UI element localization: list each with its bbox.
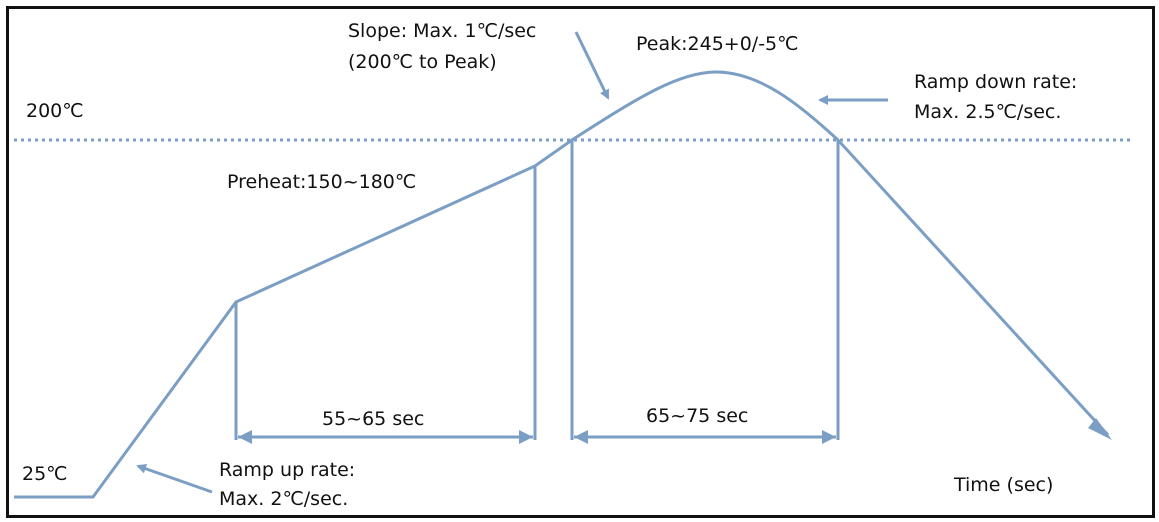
reflow-arrow-right-head [822,430,836,444]
time-axis-label: Time (sec) [954,474,1054,496]
preheat-label: Preheat:150~180℃ [227,171,417,193]
slope-label-line2: (200℃ to Peak) [348,51,497,73]
ramp-down-label-line1: Ramp down rate: [914,71,1078,93]
diagram-frame [6,6,1155,518]
profile-curve [14,70,1110,499]
reflow-arrow-left-head [574,430,588,444]
label-25c: 25℃ [22,463,68,485]
label-200c: 200℃ [26,100,84,122]
ramp-down-label-line2: Max. 2.5℃/sec. [914,101,1062,123]
slope-pointer-arrow [574,31,610,100]
peak-label: Peak:245+0/-5℃ [636,33,799,55]
slope-label-line1: Slope: Max. 1℃/sec [348,20,537,42]
ramp-up-label-line2: Max. 2℃/sec. [219,488,349,510]
reflow-duration-label: 65~75 sec [646,405,749,427]
ramp-up-label-line1: Ramp up rate: [219,459,356,481]
preheat-arrow-right-head [519,430,533,444]
curve-end-arrowhead [1088,418,1112,440]
preheat-arrow-left-head [238,430,252,444]
ramp-up-pointer-arrow [136,463,213,494]
preheat-duration-label: 55~65 sec [322,408,425,430]
